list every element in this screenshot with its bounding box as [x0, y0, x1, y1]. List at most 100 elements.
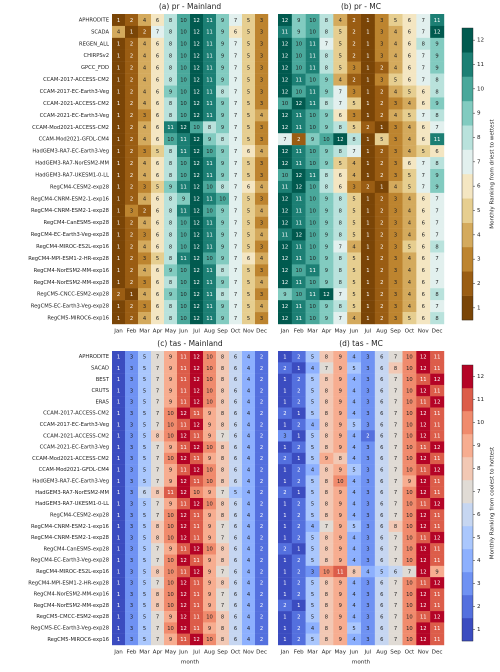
cell-label: 4 [247, 501, 251, 507]
heatmap-cell [177, 121, 191, 134]
cell-label: 11 [434, 366, 441, 372]
heatmap-cell [164, 300, 178, 313]
heatmap-cell [430, 85, 445, 98]
cell-label: 6 [380, 547, 383, 553]
heatmap-cell [229, 97, 243, 110]
heatmap-cell [347, 85, 362, 98]
colorbar-tick-label: 2 [477, 604, 481, 610]
cell-label: 6 [380, 626, 383, 632]
heatmap-cell [112, 169, 126, 182]
cell-label: 1 [117, 18, 120, 24]
cell-label: 1 [283, 513, 286, 519]
cell-label: 3 [366, 626, 369, 632]
cell-label: 5 [247, 280, 250, 286]
x-tick-label: Sep [217, 329, 228, 335]
heatmap-cell [347, 351, 362, 363]
heatmap-cell [291, 204, 306, 217]
cell-label: 10 [406, 422, 413, 428]
cell-label: 2 [297, 400, 300, 406]
heatmap-cell [388, 216, 403, 229]
cell-label: 5 [156, 256, 159, 262]
cell-label: 4 [247, 603, 251, 609]
heatmap-cell [278, 49, 293, 62]
heatmap-cell [319, 452, 334, 465]
heatmap-cell [416, 133, 431, 146]
heatmap-cell [255, 180, 269, 194]
cell-label: 11 [420, 400, 427, 406]
heatmap-cell [388, 97, 403, 110]
cell-label: 8 [352, 569, 355, 575]
heatmap-cell [333, 441, 348, 453]
cell-label: 3 [143, 185, 146, 191]
colorbar-tick-label: 1 [477, 627, 481, 633]
heatmap-cell [229, 554, 243, 567]
heatmap-cell [216, 300, 230, 313]
cell-label: 12 [420, 411, 427, 417]
cell-label: 3 [143, 256, 146, 262]
cell-label: 6 [422, 256, 425, 262]
cell-label: 7 [234, 89, 237, 95]
cell-label: 8 [325, 603, 328, 609]
row-label: RegCM5-CMCC-ESM2-exp28 [36, 614, 109, 620]
heatmap-cell [374, 300, 389, 313]
cell-label: 11 [206, 280, 213, 286]
x-tick-label: Jun [178, 650, 188, 656]
heatmap-cell [319, 73, 334, 86]
heatmap-cell [402, 85, 417, 98]
heatmap-cell [203, 264, 217, 277]
cell-label: 2 [283, 456, 286, 462]
heatmap-cell [388, 430, 403, 442]
cell-label: 10 [219, 197, 226, 203]
cell-label: 10 [206, 547, 213, 553]
heatmap-cell [347, 362, 362, 374]
cell-label: 10 [180, 220, 187, 226]
heatmap-cell [333, 373, 348, 386]
cell-label: 10 [406, 581, 413, 587]
heatmap-cell [416, 14, 431, 27]
heatmap-cell [125, 276, 139, 289]
heatmap-cell [430, 373, 445, 386]
cell-label: 1 [366, 54, 369, 60]
cell-label: 5 [352, 292, 355, 298]
heatmap-cell [319, 475, 334, 487]
cell-label: 7 [156, 388, 159, 394]
cell-label: 11 [434, 524, 441, 530]
heatmap-cell [203, 384, 217, 397]
cell-label: 8 [221, 615, 224, 621]
cell-label: 7 [234, 161, 237, 167]
cell-label: 4 [143, 268, 147, 274]
heatmap-cell [164, 73, 178, 86]
heatmap-cell [402, 407, 417, 420]
cell-label: 10 [167, 592, 174, 598]
cell-label: 12 [180, 479, 187, 485]
cell-label: 3 [366, 615, 369, 621]
heatmap-cell [112, 192, 126, 205]
cell-label: 8 [156, 490, 159, 496]
cell-label: 10 [309, 244, 316, 250]
cell-label: 12 [180, 558, 187, 564]
cell-label: 3 [366, 603, 369, 609]
row-label: CCAM-2017-ACCESS-CM2 [43, 411, 109, 417]
cell-label: 8 [435, 113, 438, 119]
cell-label: 11 [206, 292, 213, 298]
heatmap-cell [242, 441, 256, 453]
heatmap-cell [402, 37, 417, 50]
heatmap-cell [190, 192, 204, 205]
cell-label: 4 [394, 30, 398, 36]
heatmap-cell [416, 180, 431, 194]
cell-label: 5 [352, 209, 355, 215]
cell-label: 5 [311, 558, 314, 564]
heatmap-cell [333, 430, 348, 442]
cell-label: 3 [260, 197, 263, 203]
heatmap-cell [151, 228, 165, 241]
cell-label: 8 [325, 101, 328, 107]
cell-label: 5 [143, 445, 146, 451]
heatmap-cell [278, 25, 293, 39]
cell-label: 12 [193, 161, 200, 167]
heatmap-cell [164, 109, 178, 122]
cell-label: 7 [234, 304, 237, 310]
cell-label: 11 [309, 173, 316, 179]
cell-label: 4 [247, 569, 251, 575]
heatmap-cell [388, 351, 403, 363]
cell-label: 6 [380, 468, 383, 474]
